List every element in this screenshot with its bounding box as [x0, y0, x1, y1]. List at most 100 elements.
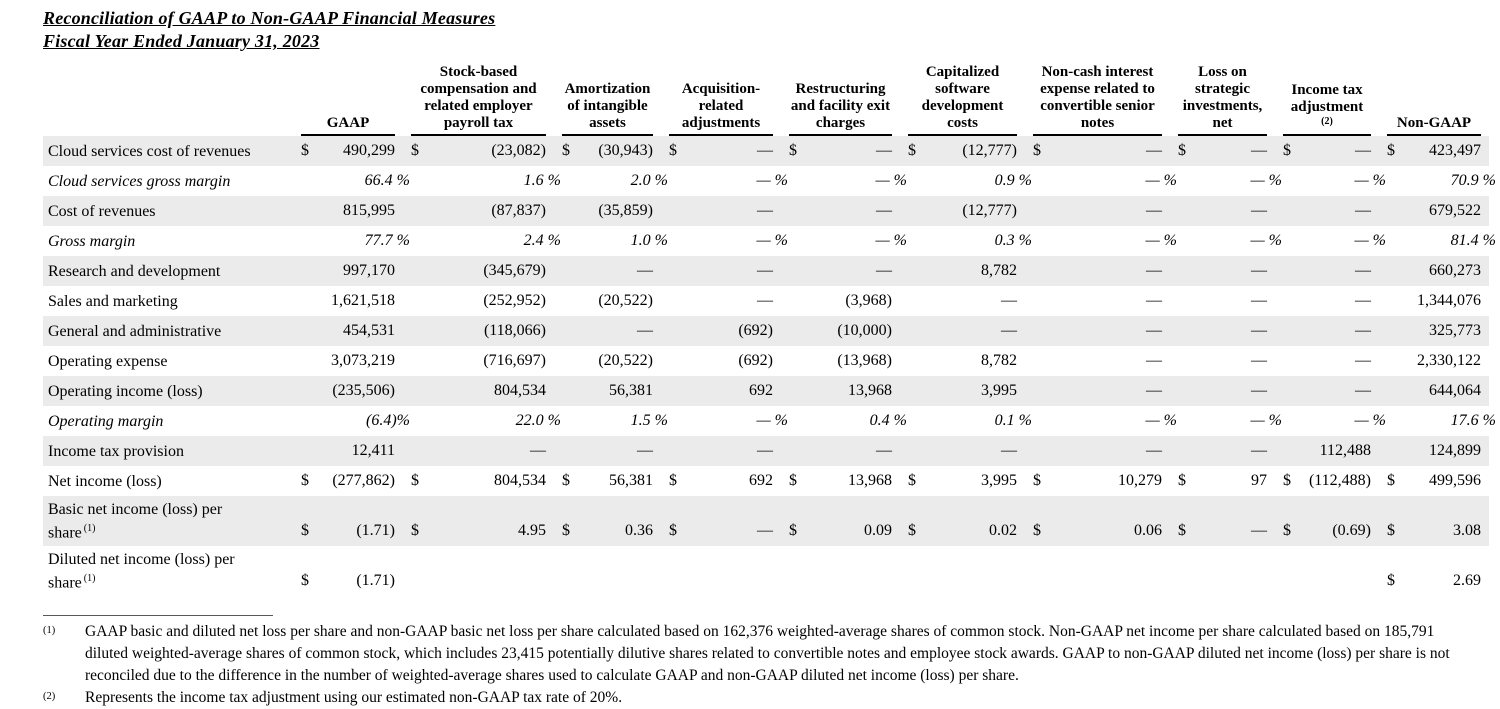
- table-cell: (20,522): [554, 346, 661, 376]
- table-cell: —: [1275, 316, 1379, 346]
- table-cell: 8,782: [900, 346, 1025, 376]
- column-header-label: Stock-based compensation and related emp…: [420, 64, 537, 131]
- currency-symbol: $: [1178, 522, 1186, 539]
- table-cell: 2,330,122: [1379, 346, 1489, 376]
- table-cell: —: [554, 256, 661, 286]
- table-cell: 2.0 %: [554, 166, 668, 196]
- table-row: Research and development 997,170 (345,679)…: [43, 256, 1489, 286]
- table-cell: —: [1275, 196, 1379, 226]
- column-header: Acquisition-related adjustments: [661, 58, 781, 136]
- table-cell: $0.02: [900, 496, 1025, 546]
- cell-value: —: [757, 262, 773, 279]
- table-cell: $56,381: [554, 466, 661, 496]
- reconciliation-table: GAAP Stock-based compensation and related…: [43, 58, 1496, 606]
- cell-value: — %: [1145, 412, 1177, 429]
- cell-value: —: [1146, 352, 1162, 369]
- cell-value: —: [1146, 442, 1162, 459]
- table-cell: (716,697): [403, 346, 554, 376]
- cell-value: —: [876, 262, 892, 279]
- table-cell: $ —: [1170, 496, 1275, 546]
- cell-value: — %: [1145, 172, 1177, 189]
- row-label: Operating margin: [48, 412, 164, 430]
- table-cell: $ —: [1025, 136, 1170, 166]
- table-cell: $499,596: [1379, 466, 1489, 496]
- table-cell: —: [1025, 436, 1170, 466]
- table-cell: — %: [1275, 166, 1386, 196]
- currency-symbol: $: [1033, 522, 1041, 539]
- footnotes-section: (1) GAAP basic and diluted net loss per s…: [43, 615, 1490, 709]
- column-header-label: Amortization of intangible assets: [564, 81, 651, 131]
- currency-symbol: $: [669, 142, 677, 159]
- table-cell: — %: [1025, 226, 1177, 256]
- table-cell: 66.4 %: [293, 166, 410, 196]
- column-header: GAAP: [293, 58, 403, 136]
- cell-value: 0.9 %: [994, 172, 1032, 189]
- currency-symbol: $: [411, 142, 419, 159]
- table-cell: $10,279: [1025, 466, 1170, 496]
- table-cell: — %: [661, 166, 788, 196]
- report-title: Reconciliation of GAAP to Non-GAAP Finan…: [43, 8, 496, 28]
- table-cell: $2.69: [1379, 546, 1489, 606]
- row-label: Operating income (loss): [48, 382, 203, 400]
- table-cell: (87,837): [403, 196, 554, 226]
- table-cell: — %: [781, 166, 907, 196]
- currency-symbol: $: [411, 522, 419, 539]
- cell-value: 0.36: [625, 522, 653, 539]
- table-cell: (252,952): [403, 286, 554, 316]
- table-body: Cloud services cost of revenues $490,299 $…: [43, 136, 1496, 606]
- cell-value: 2.0 %: [630, 172, 668, 189]
- cell-value: — %: [1354, 232, 1386, 249]
- table-cell: $ —: [1275, 136, 1379, 166]
- table-cell: —: [1025, 376, 1170, 406]
- table-cell: 692: [661, 376, 781, 406]
- table-row: Operating margin (6.4)% 22.0 % 1.5 % — % 0.4 …: [43, 406, 1496, 436]
- table-cell: —: [1170, 286, 1275, 316]
- currency-symbol: $: [1387, 472, 1395, 489]
- currency-symbol: $: [789, 472, 797, 489]
- currency-symbol: $: [562, 142, 570, 159]
- table-cell: 17.6 %: [1379, 406, 1496, 436]
- cell-value: 77.7 %: [364, 232, 410, 249]
- column-header: Non-GAAP: [1379, 58, 1489, 136]
- row-label: Cloud services gross margin: [48, 172, 231, 190]
- table-cell: —: [661, 436, 781, 466]
- table-cell: $0.06: [1025, 496, 1170, 546]
- table-cell: 12,411: [293, 436, 403, 466]
- cell-value: — %: [875, 172, 907, 189]
- cell-value: 490,299: [343, 142, 395, 159]
- cell-value: (87,837): [491, 202, 546, 219]
- currency-symbol: $: [908, 522, 916, 539]
- table-cell: —: [1025, 316, 1170, 346]
- table-cell: [403, 546, 554, 606]
- cell-value: 70.9 %: [1450, 172, 1496, 189]
- table-cell: [554, 546, 661, 606]
- cell-value: 660,273: [1429, 262, 1481, 279]
- table-cell: — %: [1275, 406, 1386, 436]
- cell-value: —: [1001, 292, 1017, 309]
- currency-symbol: $: [1387, 572, 1395, 589]
- table-cell: $ —: [661, 136, 781, 166]
- cell-value: (20,522): [598, 352, 653, 369]
- cell-value: —: [530, 442, 546, 459]
- table-cell: $ —: [1170, 136, 1275, 166]
- table-cell: [1025, 546, 1170, 606]
- table-cell: $0.36: [554, 496, 661, 546]
- row-label-column-header: [43, 58, 293, 136]
- cell-value: 0.02: [989, 522, 1017, 539]
- cell-value: — %: [1354, 172, 1386, 189]
- table-cell: $ (112,488): [1275, 466, 1379, 496]
- table-row: General and administrative 454,531 (118,06…: [43, 316, 1489, 346]
- table-cell: 804,534: [403, 376, 554, 406]
- currency-symbol: $: [789, 522, 797, 539]
- table-cell: 13,968: [781, 376, 900, 406]
- table-cell: 77.7 %: [293, 226, 410, 256]
- table-cell: — %: [661, 406, 788, 436]
- cell-value: —: [1251, 522, 1267, 539]
- cell-value: —: [1146, 202, 1162, 219]
- table-cell: (118,066): [403, 316, 554, 346]
- table-cell: $692: [661, 466, 781, 496]
- footnote: (1) GAAP basic and diluted net loss per s…: [43, 621, 1490, 687]
- cell-value: 0.06: [1134, 522, 1162, 539]
- table-cell: 1.6 %: [403, 166, 561, 196]
- table-cell: [1170, 546, 1275, 606]
